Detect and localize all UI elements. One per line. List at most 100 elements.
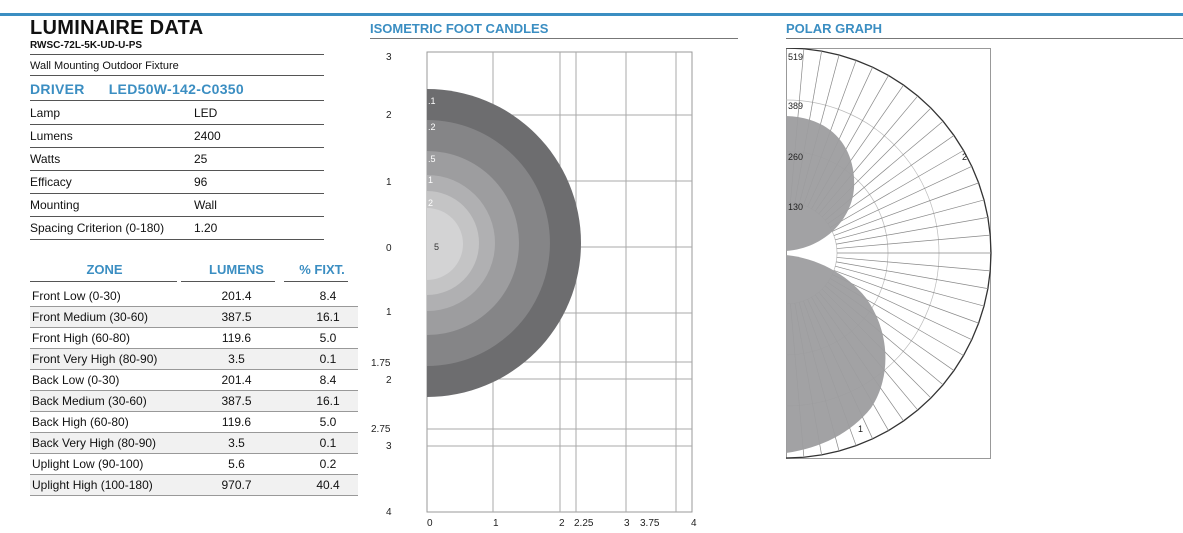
zone-cell-lumens: 387.5 [221, 394, 252, 408]
spec-label: Watts [30, 152, 61, 166]
zone-cell-zone: Front High (60-80) [32, 331, 131, 345]
y-tick-label: 3 [386, 52, 392, 63]
zone-cell-zone: Front Very High (80-90) [32, 352, 158, 366]
zone-row: Back High (60-80) 119.6 5.0 [30, 412, 358, 433]
zone-cell-pct: 40.4 [316, 478, 340, 492]
spec-value: 2400 [194, 129, 221, 143]
x-tick-label: 1 [493, 518, 499, 529]
radial-label: 130 [788, 202, 803, 212]
zone-cell-pct: 5.0 [319, 331, 337, 345]
zone-row: Front High (60-80) 119.6 5.0 [30, 328, 358, 349]
driver-label: DRIVER [30, 81, 85, 97]
spec-value: 1.20 [194, 221, 218, 235]
isometric-title: ISOMETRIC FOOT CANDLES [370, 21, 549, 36]
zone-cell-pct: 8.4 [319, 289, 337, 303]
zone-cell-lumens: 201.4 [221, 373, 252, 387]
driver-value: LED50W-142-C0350 [108, 81, 244, 97]
zone-cell-zone: Front Low (0-30) [32, 289, 121, 303]
zone-row: Back Very High (80-90) 3.5 0.1 [30, 433, 358, 454]
lumens-header: LUMENS [209, 262, 264, 277]
header-underline [181, 281, 275, 282]
spec-label: Lamp [30, 106, 61, 120]
y-tick-label: 4 [386, 507, 392, 518]
section-rule [370, 38, 738, 39]
y-tick-label: 1 [386, 177, 392, 188]
spec-row: Mounting Wall [30, 194, 324, 217]
zone-row: Back Medium (30-60) 387.5 16.1 [30, 391, 358, 412]
model-number: RWSC-72L-5K-UD-U-PS [30, 40, 143, 51]
uplight-lobe [786, 116, 855, 251]
driver-line: DRIVER LED50W-142-C0350 [30, 81, 244, 97]
zone-row: Front Very High (80-90) 3.5 0.1 [30, 349, 358, 370]
contour-label: .2 [428, 122, 436, 132]
contour-label: 5 [434, 242, 439, 252]
zone-cell-lumens: 119.6 [221, 331, 252, 345]
downlight-lobe [786, 255, 886, 453]
section-rule [786, 38, 1183, 39]
luminaire-title: LUMINAIRE DATA [30, 17, 204, 39]
zone-cell-pct: 0.2 [319, 457, 337, 471]
radial-label: 389 [788, 101, 803, 111]
zone-cell-zone: Back High (60-80) [32, 415, 129, 429]
zone-cell-pct: 0.1 [319, 352, 337, 366]
spec-row: Spacing Criterion (0-180) 1.20 [30, 217, 324, 240]
zone-row: Uplight Low (90-100) 5.6 0.2 [30, 454, 358, 475]
x-tick-label: 3.75 [640, 518, 660, 529]
y-tick-label: 1.75 [371, 358, 391, 369]
y-tick-label: 2 [386, 375, 392, 386]
spec-value: 96 [194, 175, 208, 189]
zone-cell-pct: 16.1 [316, 394, 340, 408]
zone-header: ZONE [86, 262, 123, 277]
zone-row: Front Low (0-30) 201.4 8.4 [30, 286, 358, 307]
zone-cell-pct: 8.4 [319, 373, 337, 387]
x-tick-label: 4 [691, 518, 697, 529]
spec-label: Spacing Criterion (0-180) [30, 221, 165, 235]
zone-row: Front Medium (30-60) 387.5 16.1 [30, 307, 358, 328]
zone-cell-lumens: 119.6 [221, 415, 252, 429]
y-tick-label: 2.75 [371, 424, 391, 435]
y-tick-label: 1 [386, 307, 392, 318]
header-rule [0, 13, 1183, 16]
curve-label: 1 [858, 424, 863, 434]
zone-cell-pct: 16.1 [316, 310, 340, 324]
spec-value: 25 [194, 152, 208, 166]
y-tick-label: 0 [386, 243, 392, 254]
spec-label: Mounting [30, 198, 80, 212]
spec-row: Lumens 2400 [30, 125, 324, 148]
radial-label: 260 [788, 152, 803, 162]
x-tick-label: 2.25 [574, 518, 594, 529]
contour-label: 2 [428, 198, 433, 208]
polar-title: POLAR GRAPH [786, 21, 883, 36]
spec-row: Watts 25 [30, 148, 324, 171]
zone-cell-lumens: 3.5 [228, 352, 245, 366]
spec-label: Efficacy [30, 175, 72, 189]
spec-label: Lumens [30, 129, 73, 143]
divider [30, 100, 324, 101]
zone-row: Uplight High (100-180) 970.7 40.4 [30, 475, 358, 496]
spec-row: Lamp LED [30, 102, 324, 125]
divider [30, 54, 324, 55]
y-tick-label: 2 [386, 110, 392, 121]
header-underline [284, 281, 348, 282]
zone-cell-pct: 5.0 [319, 415, 337, 429]
header-underline [30, 281, 177, 282]
zone-cell-zone: Back Low (0-30) [32, 373, 120, 387]
zone-row: Back Low (0-30) 201.4 8.4 [30, 370, 358, 391]
y-tick-label: 3 [386, 441, 392, 452]
divider [30, 75, 324, 76]
zone-cell-zone: Back Very High (80-90) [32, 436, 157, 450]
zone-cell-lumens: 5.6 [228, 457, 245, 471]
polar-graph: 519 389 260 130 2 1 [786, 48, 992, 459]
zone-cell-lumens: 970.7 [221, 478, 252, 492]
zone-cell-lumens: 3.5 [228, 436, 245, 450]
zone-cell-zone: Front Medium (30-60) [32, 310, 149, 324]
zone-cell-pct: 0.1 [319, 436, 337, 450]
zone-cell-zone: Back Medium (30-60) [32, 394, 147, 408]
isometric-plot: 3 2 1 0 1 1.75 2 2.75 3 4 [371, 51, 697, 529]
contour-label: .1 [428, 96, 436, 106]
radial-label: 519 [788, 52, 803, 62]
zone-cell-zone: Uplight High (100-180) [32, 478, 153, 492]
zone-cell-lumens: 201.4 [221, 289, 252, 303]
fixture-description: Wall Mounting Outdoor Fixture [30, 60, 179, 72]
x-tick-label: 3 [624, 518, 630, 529]
